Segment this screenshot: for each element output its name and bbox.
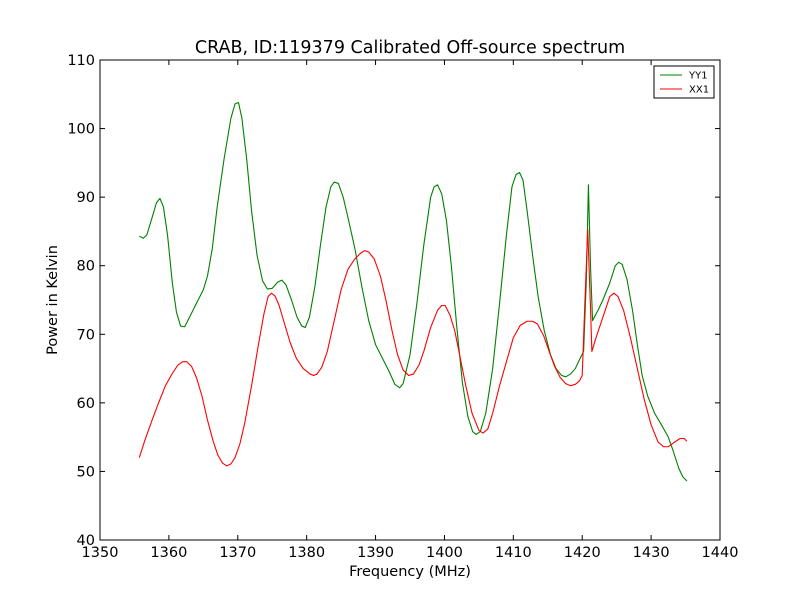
x-tick-label: 1430 [633, 545, 670, 561]
series-line-yy1 [139, 101, 688, 482]
y-tick-label: 90 [77, 190, 95, 206]
y-tick-label: 70 [77, 327, 95, 343]
y-tick-label: 40 [77, 533, 95, 549]
x-axis: 1350 1360 1370 1380 1390 1400 1410 1420 1430 1440 [82, 60, 739, 561]
x-axis-label: Frequency (MHz) [349, 564, 471, 580]
y-tick-label: 100 [67, 122, 95, 138]
x-tick-label: 1390 [357, 545, 394, 561]
y-tick-label: 60 [77, 396, 95, 412]
y-axis: 40 50 60 70 80 90 100 110 [67, 53, 720, 549]
plot-frame [99, 59, 721, 541]
chart-title: CRAB, ID:119379 Calibrated Off-source sp… [195, 38, 625, 58]
y-tick-label: 50 [77, 464, 95, 480]
legend-label-xx1: XX1 [689, 85, 709, 96]
x-tick-label: 1360 [150, 545, 187, 561]
series-line-xx1 [138, 228, 688, 467]
x-tick-label: 1380 [288, 545, 325, 561]
x-tick-label: 1420 [564, 545, 601, 561]
x-tick-label: 1350 [82, 545, 119, 561]
y-axis-label: Power in Kelvin [45, 245, 61, 355]
plot-lines [138, 101, 688, 482]
legend-label-yy1: YY1 [688, 71, 708, 82]
x-tick-label: 1400 [426, 545, 463, 561]
y-tick-label: 80 [77, 259, 95, 275]
legend-box [653, 65, 715, 99]
x-tick-label: 1410 [495, 545, 532, 561]
y-tick-label: 110 [67, 53, 95, 69]
x-tick-label: 1370 [219, 545, 256, 561]
x-tick-label: 1440 [702, 545, 739, 561]
